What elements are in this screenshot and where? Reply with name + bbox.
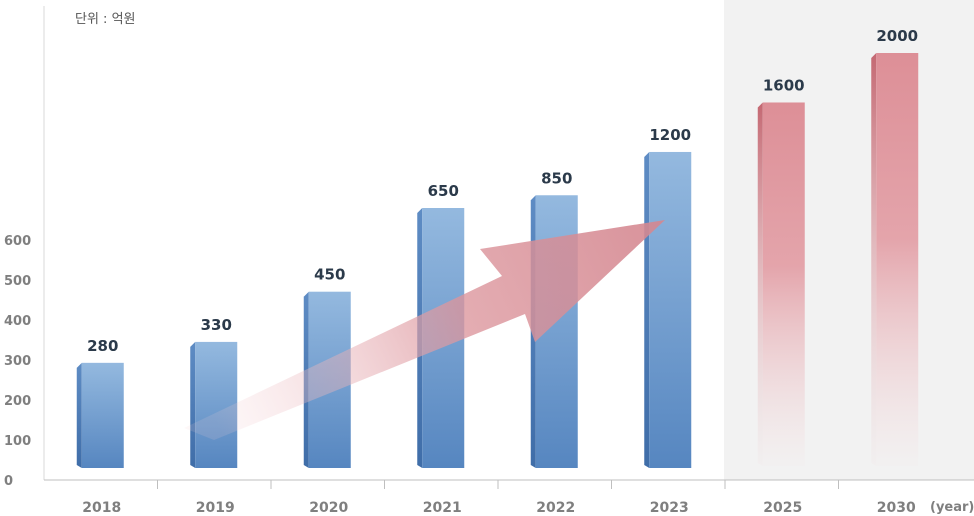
- data-label: 330: [201, 316, 232, 334]
- bar: [649, 151, 692, 469]
- y-tick-label: 300: [4, 354, 31, 369]
- x-tick-label: 2018: [82, 500, 121, 516]
- bar-side: [644, 151, 650, 469]
- bar-side: [757, 102, 763, 467]
- y-tick-label: 600: [4, 234, 31, 249]
- x-tick-label: 2022: [536, 500, 575, 516]
- bar: [81, 362, 124, 468]
- forecast-bar: [876, 53, 919, 466]
- x-tick-label: 2025: [763, 500, 802, 516]
- y-tick-label: 400: [4, 314, 31, 329]
- y-tick-label: 500: [4, 274, 31, 289]
- bar-side: [871, 53, 877, 466]
- x-tick-label: 2030: [877, 500, 916, 516]
- unit-label: 단위 : 억원: [75, 12, 136, 27]
- x-tick-label: 2019: [196, 500, 235, 516]
- x-unit-label: (year): [930, 500, 974, 515]
- bar: [195, 341, 238, 468]
- data-label: 450: [314, 266, 345, 284]
- data-label: 650: [428, 182, 459, 200]
- y-tick-labels: 0 100 200 300 400 500 600: [4, 234, 31, 489]
- y-tick-label: 200: [4, 394, 31, 409]
- data-label: 1600: [763, 76, 805, 94]
- data-label: 1200: [649, 126, 691, 144]
- bar-side: [76, 362, 82, 468]
- x-tick-labels: 2018 2019 2020 2021 2022 2023 2025 2030: [82, 500, 916, 516]
- data-label: 850: [541, 169, 572, 187]
- x-tick-label: 2020: [309, 500, 348, 516]
- x-tick-label: 2023: [650, 500, 689, 516]
- y-tick-label: 0: [4, 474, 13, 489]
- x-axis-dividers: [157, 480, 839, 489]
- x-tick-label: 2021: [423, 500, 462, 516]
- bar-side: [190, 341, 196, 468]
- trend-arrow: [184, 220, 665, 440]
- data-labels: 280 330 450 650 850 1200 1600 2000: [87, 27, 918, 355]
- forecast-bar: [762, 102, 805, 467]
- data-label: 280: [87, 337, 118, 355]
- data-label: 2000: [876, 27, 918, 45]
- y-tick-label: 100: [4, 434, 31, 449]
